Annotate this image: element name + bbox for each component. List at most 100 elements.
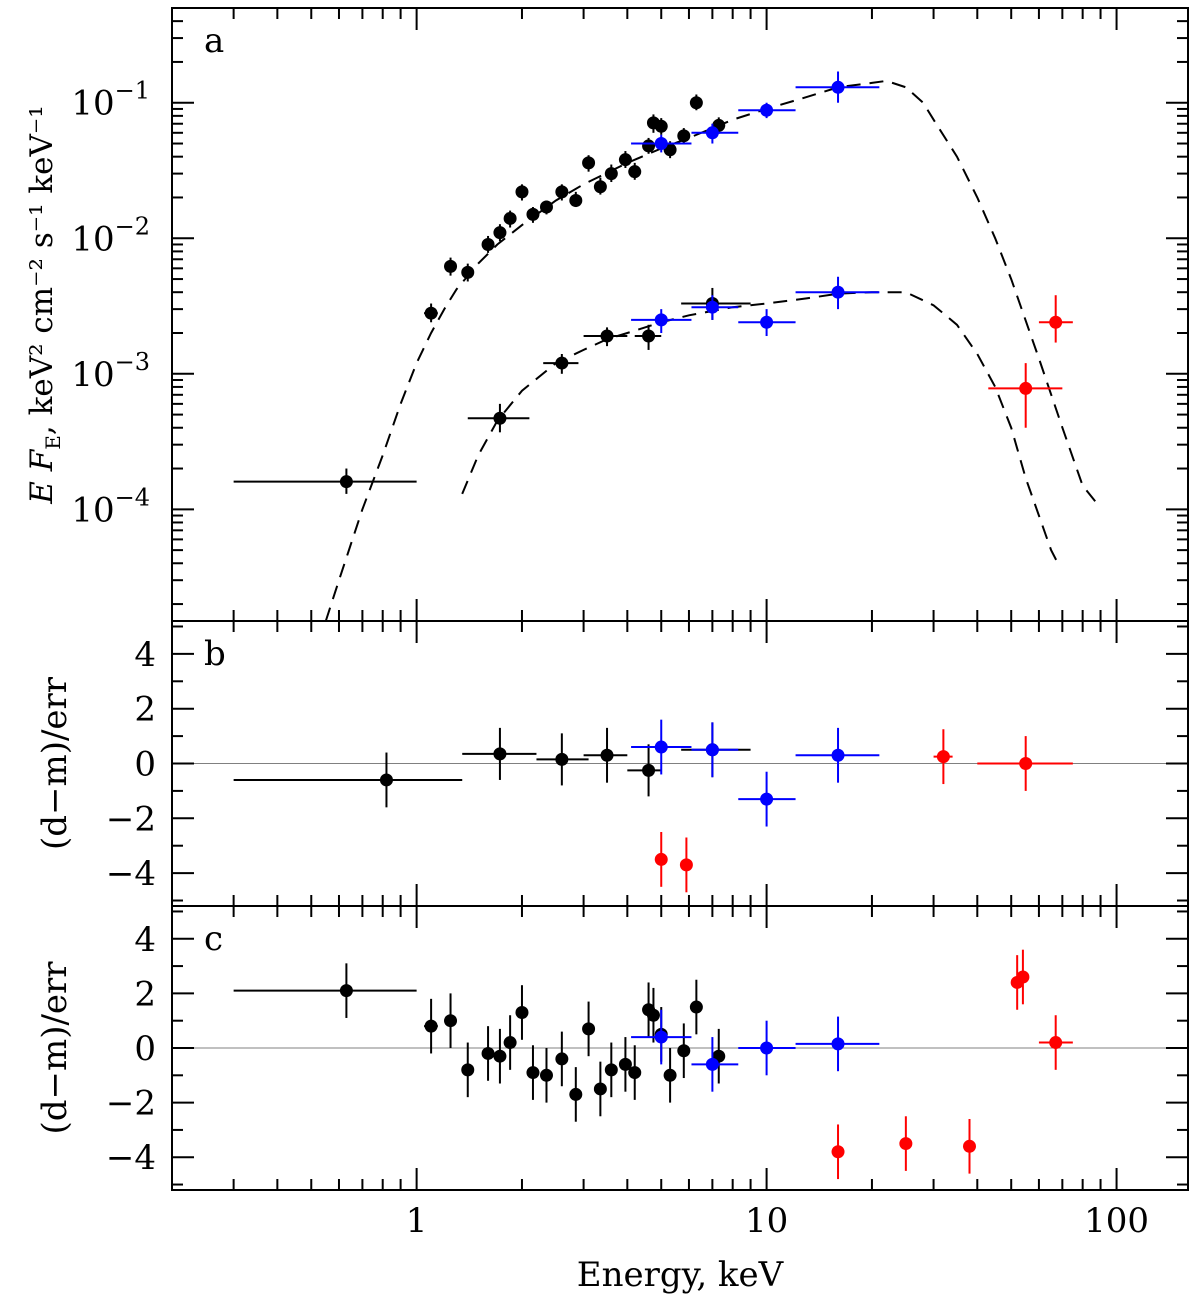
data-point-c [515, 985, 529, 1040]
marker [831, 1037, 845, 1051]
marker [526, 1066, 540, 1080]
data-point-b [631, 719, 692, 775]
x-tick-label: 1 [406, 1201, 428, 1241]
data-point-a [461, 263, 475, 282]
data-point-b [654, 832, 668, 887]
data-point-a [555, 184, 569, 201]
marker [555, 185, 569, 199]
x-tick-label: 10 [745, 1201, 788, 1241]
y-tick-label: 10−3 [71, 348, 150, 395]
marker [503, 1036, 517, 1050]
data-point-c [569, 1067, 583, 1122]
marker [689, 96, 703, 110]
marker [593, 180, 607, 194]
marker [481, 1046, 495, 1060]
data-point-a [582, 155, 596, 172]
marker [642, 329, 656, 343]
marker [593, 1082, 607, 1096]
data-point-c [444, 993, 458, 1048]
data-point-a [539, 200, 553, 215]
marker [760, 1041, 774, 1055]
model-curve-bright [324, 79, 1098, 622]
data-point-a [634, 324, 662, 350]
data-point-a [583, 327, 628, 347]
data-point-a [481, 235, 495, 253]
marker [493, 1049, 507, 1063]
data-point-a [503, 210, 517, 228]
data-point-a [493, 224, 507, 242]
y-tick-label: 10−2 [71, 212, 150, 259]
marker [339, 984, 353, 998]
marker [481, 237, 495, 251]
marker [1019, 381, 1033, 395]
data-point-a [515, 184, 529, 201]
data-point-c [555, 1031, 569, 1087]
data-point-a [988, 363, 1063, 428]
y-tick-label: −2 [106, 1084, 156, 1124]
marker [679, 858, 693, 872]
marker [705, 300, 719, 314]
y-axis-label-a: E FE, keV² cm⁻² s⁻¹ keV⁻¹ [24, 105, 65, 504]
marker [831, 748, 845, 762]
marker [461, 265, 475, 279]
y-tick-label: 10−1 [71, 77, 150, 124]
data-point-a [628, 162, 642, 180]
marker [654, 119, 668, 133]
data-point-a [631, 134, 692, 153]
marker [705, 1057, 719, 1071]
data-point-b [977, 736, 1073, 791]
y-tick-label: 4 [134, 635, 156, 675]
data-point-c [689, 979, 703, 1035]
marker [1049, 315, 1063, 329]
marker [526, 207, 540, 221]
marker [628, 1066, 642, 1080]
marker [569, 193, 583, 207]
data-point-a [738, 309, 796, 337]
marker [555, 1052, 569, 1066]
marker [654, 1030, 668, 1044]
marker [642, 139, 656, 153]
y-tick-label: −2 [106, 799, 156, 839]
marker [760, 315, 774, 329]
data-point-a [691, 123, 739, 144]
data-point-a [631, 309, 692, 334]
marker [604, 1063, 618, 1077]
data-point-a [795, 276, 880, 310]
marker [493, 226, 507, 240]
data-point-a [689, 94, 703, 111]
data-point-a [569, 191, 583, 208]
data-point-b [679, 837, 693, 893]
data-point-c [481, 1026, 495, 1081]
marker [424, 306, 438, 320]
marker [654, 313, 668, 327]
data-point-c [646, 987, 660, 1043]
data-point-b [462, 727, 537, 780]
data-point-a [618, 151, 632, 168]
data-point-c [677, 1023, 691, 1079]
panel-label-a: a [204, 21, 224, 61]
data-point-c [526, 1045, 540, 1100]
data-point-c [1010, 955, 1024, 1010]
marker [444, 259, 458, 273]
data-point-c [795, 1016, 880, 1072]
data-point-c [738, 1020, 796, 1076]
y-tick-label: −4 [106, 854, 156, 894]
data-point-c [962, 1119, 976, 1174]
data-point-b [627, 744, 662, 797]
marker [760, 792, 774, 806]
marker [705, 126, 719, 140]
marker [515, 185, 529, 199]
y-tick-label: 4 [134, 920, 156, 960]
marker [539, 1068, 553, 1082]
marker [444, 1014, 458, 1028]
y-tick-label: 2 [134, 974, 156, 1014]
data-point-c [628, 1045, 642, 1100]
model-curve-faint [461, 291, 1059, 564]
marker [654, 137, 668, 151]
y-tick-label: 10−4 [71, 483, 150, 530]
marker [936, 750, 950, 764]
marker [628, 165, 642, 179]
marker [618, 153, 632, 167]
data-point-c [593, 1061, 607, 1117]
